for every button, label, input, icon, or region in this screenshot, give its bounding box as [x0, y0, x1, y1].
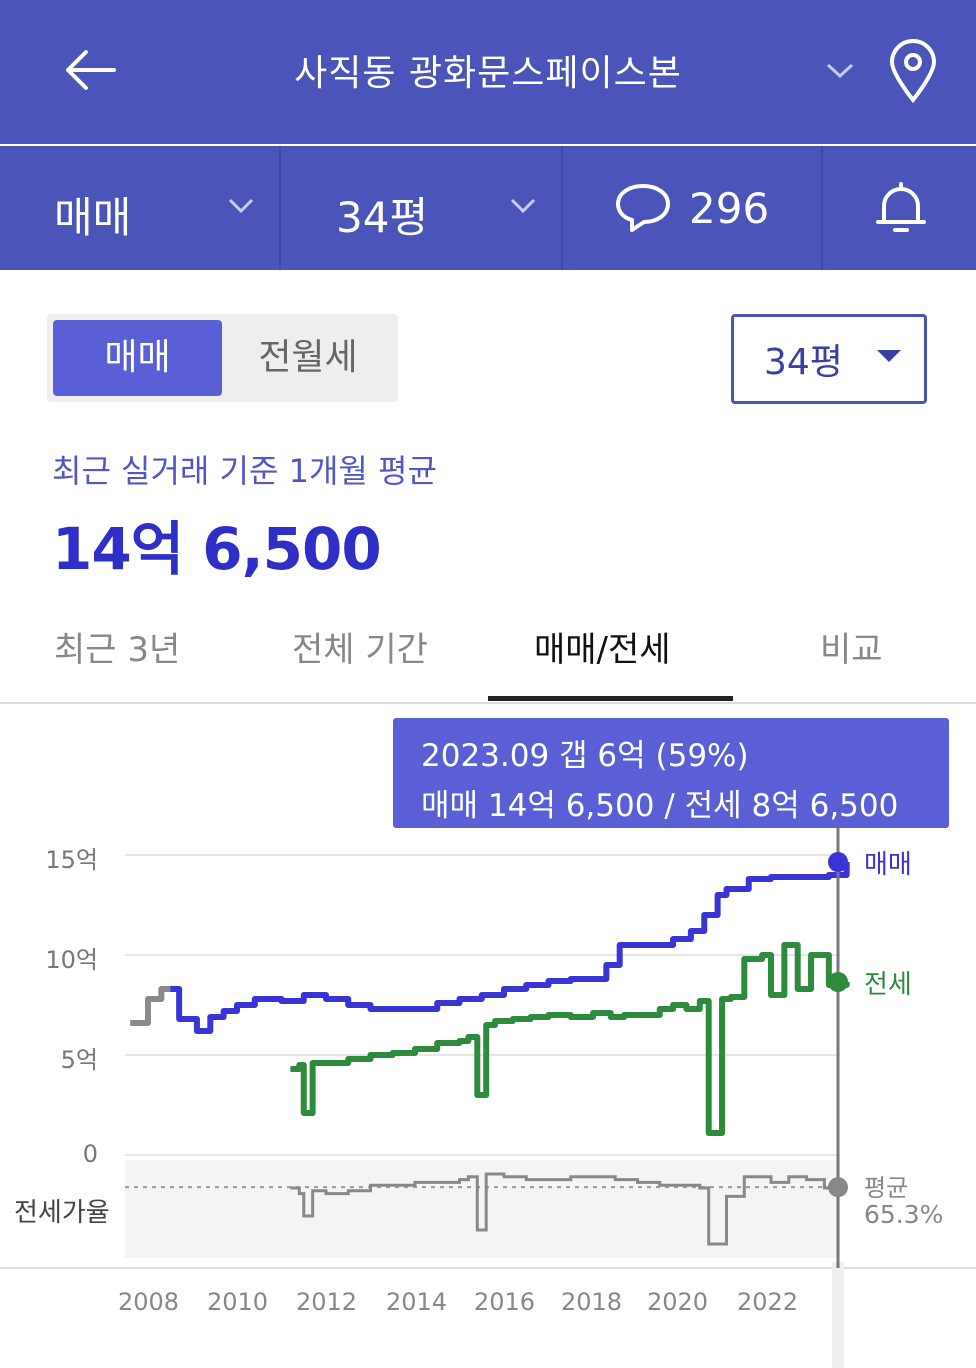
- jeonse-marker: [828, 972, 848, 992]
- ratio-marker: [828, 1177, 848, 1198]
- chart-tooltip: 2023.09 갭 6억 (59%) 매매 14억 6,500 / 전세 8억 …: [393, 718, 949, 828]
- price-caption: 최근 실거래 기준 1개월 평균: [52, 452, 437, 490]
- price-chart[interactable]: [0, 704, 976, 1368]
- divider: [821, 146, 823, 270]
- x-tick-label: 2020: [647, 1288, 709, 1316]
- x-tick-label: 2012: [296, 1288, 358, 1316]
- ratio-row-label: 전세가율: [14, 1198, 110, 1228]
- location-pin-icon[interactable]: [888, 38, 938, 104]
- top-app-bar: 사직동 광화문스페이스본: [0, 0, 976, 144]
- tab-compare[interactable]: 비교: [820, 630, 883, 670]
- active-tab-indicator: [488, 696, 733, 701]
- jeonse-line: [290, 942, 850, 1136]
- size-dropdown[interactable]: 34평: [731, 314, 927, 404]
- size-dropdown-value: 34평: [764, 342, 843, 383]
- ratio-avg-label: 평균: [864, 1174, 909, 1202]
- x-tick-label: 2018: [561, 1288, 623, 1316]
- x-tick-label: 2010: [207, 1288, 269, 1316]
- tab-recent-3y[interactable]: 최근 3년: [54, 630, 181, 670]
- sale-line-early: [130, 986, 171, 1026]
- bell-icon[interactable]: [874, 180, 928, 236]
- trade-type-select[interactable]: 매매: [54, 193, 132, 242]
- sale-line: [170, 862, 850, 1034]
- divider: [561, 146, 563, 270]
- ratio-band-bg: [125, 1160, 840, 1258]
- tab-divider: [0, 702, 976, 704]
- tooltip-prices: 매매 14억 6,500 / 전세 8억 6,500: [421, 788, 899, 824]
- tab-sale-jeonse[interactable]: 매매/전세: [534, 630, 671, 670]
- scrub-track: [832, 1262, 844, 1368]
- tab-all-period[interactable]: 전체 기간: [292, 630, 428, 670]
- sale-marker: [828, 852, 848, 872]
- chevron-down-icon[interactable]: [228, 198, 254, 214]
- y-tick-label: 5억: [60, 1046, 98, 1074]
- x-tick-label: 2022: [737, 1288, 799, 1316]
- x-tick-label: 2008: [118, 1288, 180, 1316]
- comment-icon[interactable]: [614, 182, 672, 234]
- series-label-sale: 매매: [864, 850, 912, 880]
- chevron-down-icon[interactable]: [826, 62, 854, 80]
- segment-rent[interactable]: 전월세: [258, 337, 358, 378]
- ratio-avg-value: 65.3%: [864, 1200, 944, 1229]
- comment-count[interactable]: 296: [689, 184, 770, 233]
- page-title: 사직동 광화문스페이스본: [294, 53, 682, 94]
- caret-down-icon: [877, 350, 901, 362]
- segment-sale[interactable]: 매매: [53, 320, 222, 396]
- current-price: 14억 6,500: [52, 515, 382, 583]
- y-tick-label: 15억: [45, 846, 98, 874]
- x-tick-label: 2016: [474, 1288, 536, 1316]
- tooltip-date-gap: 2023.09 갭 6억 (59%): [421, 738, 749, 774]
- y-tick-label: 10억: [45, 946, 98, 974]
- filter-bar: [0, 146, 976, 270]
- series-label-jeonse: 전세: [864, 970, 912, 1000]
- y-tick-label: 0: [82, 1140, 98, 1168]
- x-tick-label: 2014: [386, 1288, 448, 1316]
- size-select[interactable]: 34평: [336, 193, 429, 242]
- arrow-left-icon[interactable]: [62, 48, 118, 92]
- divider: [279, 146, 281, 270]
- ratio-line: [290, 1172, 847, 1246]
- chevron-down-icon[interactable]: [510, 198, 536, 214]
